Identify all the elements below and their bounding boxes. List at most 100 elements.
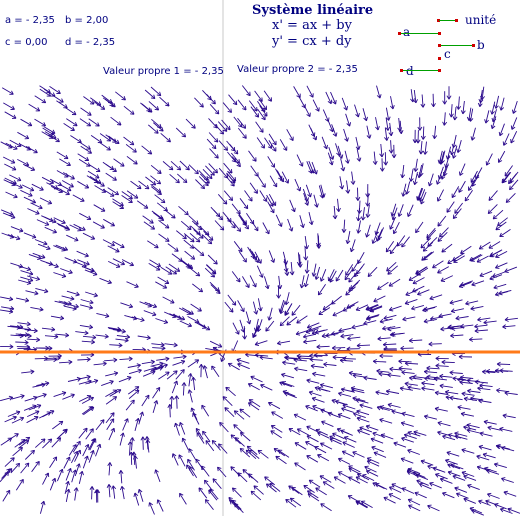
field-arrowhead [310,363,315,367]
field-arrowhead [103,363,107,367]
field-arrowhead [474,328,479,332]
field-arrow [358,200,361,214]
field-arrowhead [279,309,282,314]
field-arrowhead [176,395,180,400]
field-arrowhead [11,90,14,95]
field-arrowhead [213,273,216,278]
field-arrowhead [87,376,91,380]
unit-slider-start[interactable] [437,19,440,22]
field-arrowhead [397,244,402,247]
field-arrow [77,376,91,380]
field-arrowhead [454,431,459,434]
field-arrow [308,325,322,331]
field-arrowhead [327,412,331,417]
field-arrowhead [367,275,373,278]
field-arrowhead [351,324,356,329]
field-arrowhead [440,277,444,282]
field-arrowhead [469,256,473,261]
field-arrowhead [234,157,237,163]
field-arrow [71,469,76,483]
field-arrowhead [159,123,162,128]
field-arrowhead [452,475,456,480]
field-arrow [249,182,258,194]
field-arrowhead [382,167,385,172]
field-arrow [257,108,266,121]
field-arrowhead [366,135,371,139]
field-arrow [160,266,173,275]
field-arrowhead [286,271,290,276]
field-arrowhead [233,503,236,508]
field-arrow [362,474,375,482]
field-arrow [353,413,366,419]
field-arrowhead [242,469,247,471]
field-arrowhead [303,336,308,339]
field-arrowhead [217,154,219,159]
field-arrow [168,263,180,272]
field-arrowhead [13,416,17,421]
field-arrow [385,240,395,253]
field-arrowhead [130,113,135,115]
field-arrowhead [86,358,91,362]
field-arrowhead [96,489,99,494]
field-arrow [4,163,17,171]
unit-slider-handle[interactable] [455,19,458,22]
field-arrowhead [363,320,367,325]
field-arrow [257,298,262,312]
field-arrow [32,383,46,388]
field-arrow [210,284,221,294]
field-arrow [437,215,447,227]
field-arrowhead [67,226,71,231]
field-arrow [414,171,418,185]
field-arrow [42,438,53,449]
field-arrowhead [389,249,392,254]
field-arrowhead [413,430,418,433]
slider-b-handle[interactable] [472,44,475,47]
field-arrowhead [243,206,248,210]
field-arrowhead [151,219,154,224]
field-arrow [420,238,431,249]
field-arrow [18,143,31,151]
field-arrow [504,317,518,321]
field-arrow [257,100,266,112]
field-arrowhead [156,129,159,134]
field-arrowhead [342,441,346,446]
slider-c-handle[interactable] [438,57,441,60]
field-arrowhead [254,344,260,347]
field-arrow [138,411,144,425]
field-arrow [355,476,368,484]
field-arrowhead [331,345,336,349]
field-arrowhead [191,407,196,411]
field-arrowhead [497,221,500,226]
slider-d-origin[interactable] [438,69,441,72]
field-arrowhead [196,220,199,225]
field-arrowhead [441,251,446,253]
field-arrowhead [13,179,17,184]
field-arrowhead [387,404,392,408]
field-arrow [375,117,379,131]
field-arrow [39,501,45,514]
slider-a-handle[interactable] [398,32,401,35]
field-arrowhead [337,471,341,476]
field-arrow [332,309,345,317]
field-arrowhead [121,201,124,206]
field-arrowhead [227,363,231,368]
field-arrowhead [482,453,487,458]
field-arrowhead [369,134,372,139]
field-arrowhead [439,478,444,483]
field-arrowhead [446,95,450,100]
slider-b-origin[interactable] [438,44,441,47]
field-arrowhead [377,235,379,240]
field-arrowhead [329,279,334,283]
field-arrowhead [72,308,77,311]
field-arrowhead [443,172,448,177]
field-arrowhead [374,230,377,235]
field-arrowhead [231,487,234,492]
field-arrowhead [86,156,90,161]
field-arrow [365,425,379,431]
field-arrowhead [61,98,64,103]
slider-d-handle[interactable] [400,69,403,72]
field-arrowhead [379,153,383,158]
slider-a-origin[interactable] [438,32,441,35]
field-arrow [240,218,249,230]
field-arrow [120,470,123,484]
